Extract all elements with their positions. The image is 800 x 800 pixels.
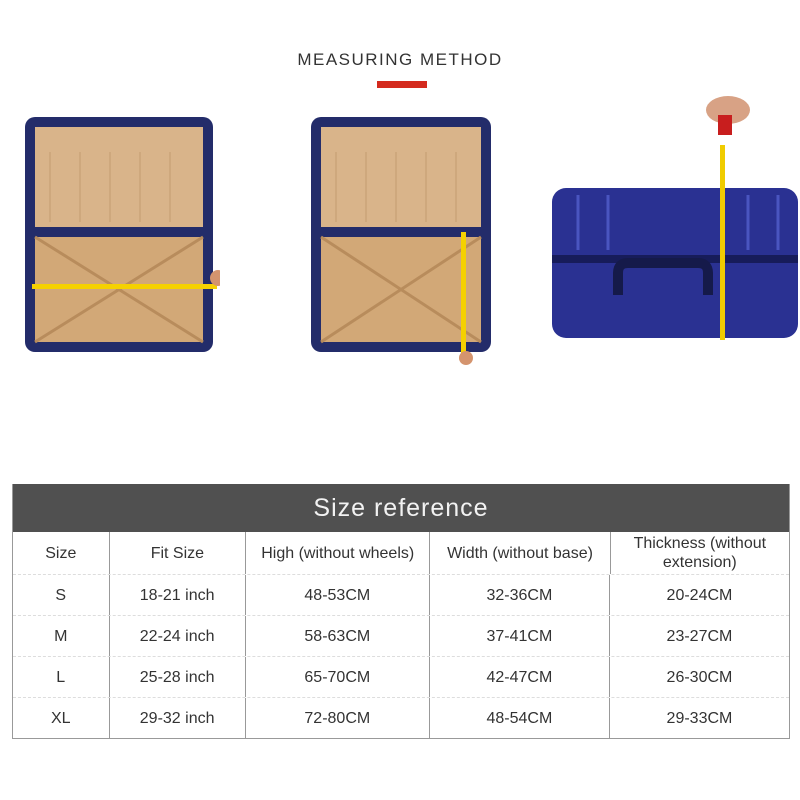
table-cell: 37-41CM <box>428 616 609 656</box>
table-cell: M <box>54 627 68 645</box>
column-header: Size <box>45 544 77 562</box>
table-cell: 42-47CM <box>428 657 609 697</box>
column-header: High (without wheels) <box>245 532 429 574</box>
table-cell: 20-24CM <box>608 575 789 615</box>
title-underline <box>377 81 427 88</box>
table-cell: 72-80CM <box>244 698 429 738</box>
page-title: MEASURING METHOD <box>297 50 503 69</box>
table-cell: 58-63CM <box>244 616 429 656</box>
table-cell: S <box>55 586 67 604</box>
column-header: Fit Size <box>108 532 245 574</box>
table-cell: 25-28 inch <box>108 657 245 697</box>
table-cell: 32-36CM <box>428 575 609 615</box>
table-title: Size reference <box>13 484 789 532</box>
open-suitcase-width-measure <box>25 117 220 352</box>
table-row: XL 29-32 inch 72-80CM 48-54CM 29-33CM <box>13 697 789 738</box>
table-header-row: Size Fit Size High (without wheels) Widt… <box>13 532 789 574</box>
table-cell: 48-53CM <box>244 575 429 615</box>
table-cell: 26-30CM <box>608 657 789 697</box>
column-header: Width (without base) <box>429 532 609 574</box>
table-row: S 18-21 inch 48-53CM 32-36CM 20-24CM <box>13 574 789 615</box>
column-header: Thickness (without extension) <box>609 532 789 574</box>
table-cell: 65-70CM <box>244 657 429 697</box>
table-cell: 29-32 inch <box>108 698 245 738</box>
table-row: L 25-28 inch 65-70CM 42-47CM 26-30CM <box>13 656 789 697</box>
table-cell: 18-21 inch <box>108 575 245 615</box>
table-cell: 22-24 inch <box>108 616 245 656</box>
table-cell: 29-33CM <box>608 698 789 738</box>
open-suitcase-height-measure <box>311 117 491 365</box>
table-cell: 23-27CM <box>608 616 789 656</box>
size-reference-table: Size reference Size Fit Size High (witho… <box>12 484 790 739</box>
closed-suitcase-thickness-measure <box>552 96 798 340</box>
table-cell: L <box>56 668 66 686</box>
table-cell: 48-54CM <box>428 698 609 738</box>
table-cell: XL <box>50 709 71 727</box>
table-row: M 22-24 inch 58-63CM 37-41CM 23-27CM <box>13 615 789 656</box>
